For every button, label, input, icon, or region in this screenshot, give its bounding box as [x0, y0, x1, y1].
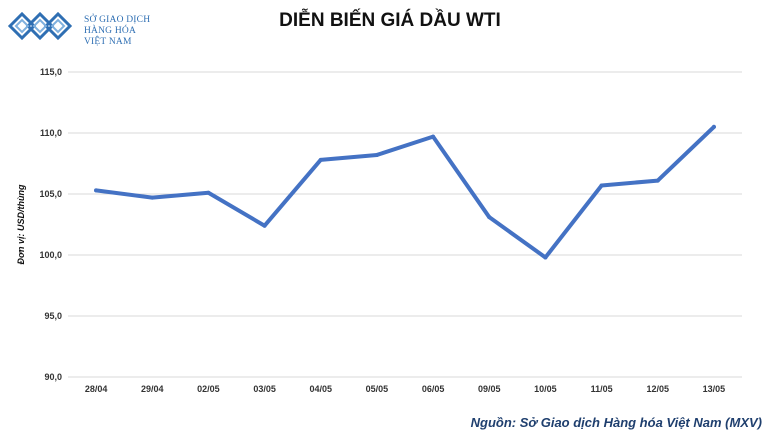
data-point: [599, 183, 604, 188]
y-tick-label: 115,0: [40, 67, 62, 77]
data-point: [150, 195, 155, 200]
y-tick-label: 100,0: [39, 250, 62, 260]
diamond-chain-logo-icon: [7, 11, 73, 41]
series-line: [94, 124, 716, 260]
logo-line-3: VIỆT NAM: [84, 37, 132, 47]
data-point: [431, 134, 436, 139]
data-point: [94, 188, 99, 193]
data-point: [655, 178, 660, 183]
x-tick-label: 10/05: [534, 384, 557, 394]
x-tick-label: 09/05: [478, 384, 501, 394]
chart-title: DIỄN BIẾN GIÁ DẦU WTI: [279, 10, 501, 31]
y-axis-label: Đơn vị: USD/thùng: [16, 184, 26, 265]
x-tick-label: 04/05: [309, 384, 332, 394]
x-tick-label: 11/05: [591, 384, 613, 394]
y-tick-label: 105,0: [39, 189, 62, 199]
logo: SỞ GIAO DỊCH HÀNG HÓA VIỆT NAM: [7, 6, 168, 48]
data-point: [487, 215, 492, 220]
x-tick-label: 13/05: [703, 384, 726, 394]
data-point: [374, 152, 379, 157]
logo-text: SỞ GIAO DỊCH HÀNG HÓA VIỆT NAM: [84, 15, 150, 48]
y-tick-label: 95,0: [44, 311, 62, 321]
x-tick-label: 06/05: [422, 384, 445, 394]
x-tick-label: 12/05: [646, 384, 669, 394]
x-tick-label: 28/04: [85, 384, 108, 394]
x-tick-label: 05/05: [366, 384, 389, 394]
source-note: Nguồn: Sở Giao dịch Hàng hóa Việt Nam (M…: [470, 415, 762, 430]
data-point: [543, 255, 548, 260]
logo-line-1: SỞ GIAO DỊCH: [84, 15, 151, 25]
y-tick-label: 110,0: [40, 128, 62, 138]
x-tick-label: 02/05: [197, 384, 220, 394]
x-tick-label: 29/04: [141, 384, 164, 394]
data-point: [711, 124, 716, 129]
logo-line-2: HÀNG HÓA: [84, 26, 136, 36]
data-point: [318, 157, 323, 162]
data-point: [262, 223, 267, 228]
x-tick-label: 03/05: [253, 384, 276, 394]
data-point: [206, 190, 211, 195]
y-tick-label: 90,0: [44, 372, 62, 382]
